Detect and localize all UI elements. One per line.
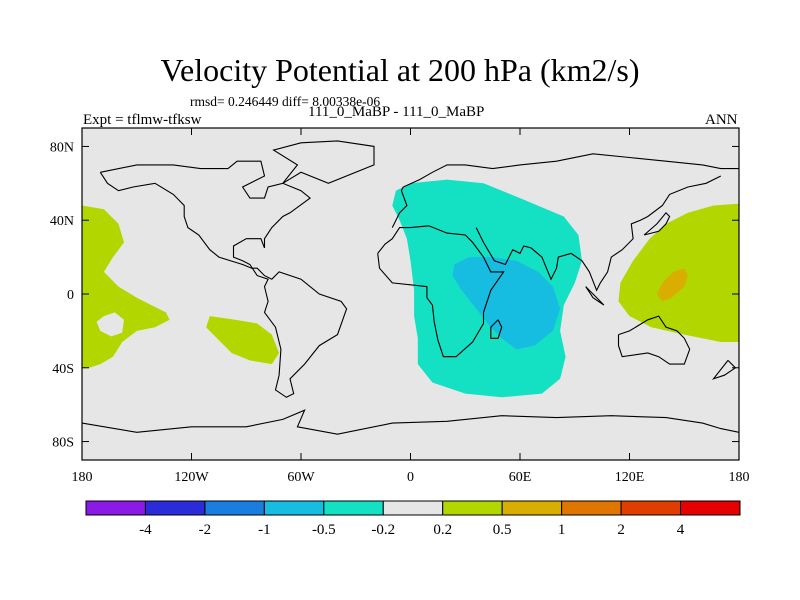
coastline-7 xyxy=(643,211,671,236)
coastline-3 xyxy=(391,153,739,228)
colorbar-swatch-5 xyxy=(323,500,384,516)
coastline-11 xyxy=(82,409,739,435)
colorbar-label-6: 0.2 xyxy=(433,522,452,538)
contour-region-4 xyxy=(656,268,688,302)
colorbar-swatch-11 xyxy=(680,500,741,516)
contour-hole-1 xyxy=(96,312,124,337)
x-tick-label-1: 120W xyxy=(174,470,209,485)
colorbar-swatch-9 xyxy=(561,500,622,516)
coastline-10 xyxy=(585,286,605,306)
coastline-2 xyxy=(272,140,375,184)
x-tick-label-3: 0 xyxy=(407,470,414,485)
colorbar-swatch-6 xyxy=(382,500,444,516)
colorbar-swatch-3 xyxy=(204,500,265,516)
coastline-4 xyxy=(377,225,505,358)
x-tick-label-6: 180 xyxy=(729,470,750,485)
colorbar-label-2: -2 xyxy=(199,522,212,538)
colorbar-label-8: 1 xyxy=(558,522,566,538)
y-tick-label-0: 80N xyxy=(50,140,74,155)
colorbar-swatch-8 xyxy=(501,500,563,516)
colorbar-swatch-2 xyxy=(144,500,206,516)
contour-region-6 xyxy=(452,257,561,350)
coastline-9 xyxy=(490,319,503,339)
colorbar-label-1: -4 xyxy=(139,522,152,538)
colorbar-swatch-7 xyxy=(442,500,503,516)
colorbar-swatch-10 xyxy=(620,500,682,516)
coastline-6 xyxy=(617,315,691,365)
colorbar-label-3: -1 xyxy=(258,522,271,538)
y-tick-label-4: 80S xyxy=(52,436,74,451)
colorbar-label-4: -0.5 xyxy=(312,522,336,538)
chart-title: Velocity Potential at 200 hPa (km2/s) xyxy=(160,52,640,88)
chart-subtitle: 111_0_MaBP - 111_0_MaBP xyxy=(308,104,485,120)
colorbar-label-9: 2 xyxy=(617,522,625,538)
colorbar-label-7: 0.5 xyxy=(493,522,512,538)
x-tick-label-4: 60E xyxy=(509,470,532,485)
season-label: ANN xyxy=(705,112,738,128)
colorbar-label-5: -0.2 xyxy=(371,522,395,538)
colorbar-swatch-4 xyxy=(263,500,325,516)
stats-line: rmsd= 0.246449 diff= 8.00338e-06 xyxy=(190,94,381,109)
x-tick-label-0: 180 xyxy=(72,470,93,485)
experiment-label: Expt = tflmw-tfksw xyxy=(83,112,202,128)
y-tick-label-3: 40S xyxy=(52,362,74,377)
contour-layer xyxy=(82,140,739,435)
y-tick-label-2: 0 xyxy=(67,288,74,303)
y-tick-label-1: 40N xyxy=(50,214,74,229)
x-tick-label-2: 60W xyxy=(287,470,315,485)
x-tick-label-5: 120E xyxy=(615,470,645,485)
contour-region-2 xyxy=(206,316,280,365)
coastline-1 xyxy=(99,160,348,398)
coastline-5 xyxy=(475,175,722,292)
coastline-8 xyxy=(711,360,737,380)
colorbar-label-10: 4 xyxy=(677,522,685,538)
colorbar-swatch-1 xyxy=(85,500,146,516)
